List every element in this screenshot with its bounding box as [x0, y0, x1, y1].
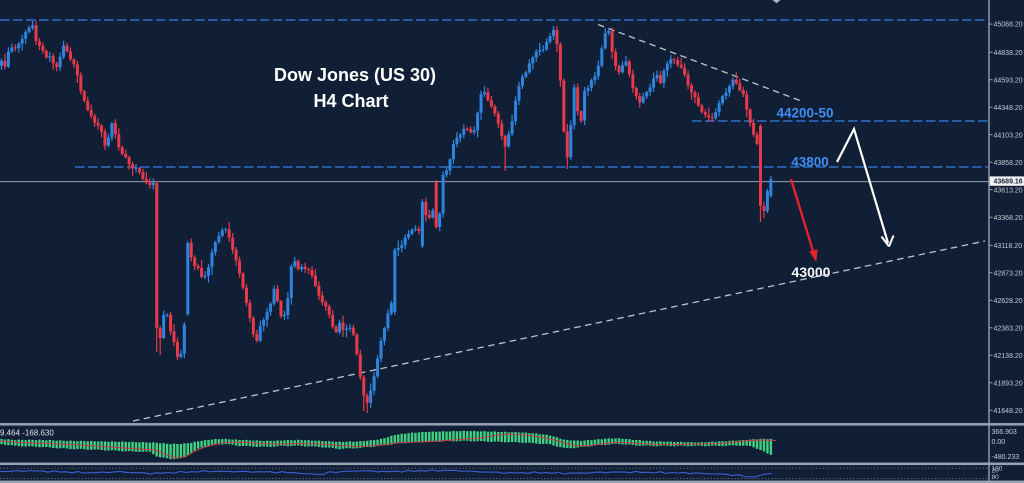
svg-text:42138.20: 42138.20: [994, 353, 1023, 360]
svg-text:43000: 43000: [792, 264, 831, 280]
svg-text:44838.20: 44838.20: [994, 50, 1023, 57]
svg-text:20: 20: [992, 467, 1000, 474]
svg-text:44103.20: 44103.20: [994, 132, 1023, 139]
svg-text:44200-50: 44200-50: [776, 106, 833, 121]
svg-text:45088.20: 45088.20: [994, 22, 1023, 29]
svg-text:41893.20: 41893.20: [994, 380, 1023, 387]
svg-text:44593.20: 44593.20: [994, 77, 1023, 84]
svg-text:Dow Jones (US 30): Dow Jones (US 30): [274, 65, 436, 85]
svg-text:42383.20: 42383.20: [994, 325, 1023, 332]
svg-text:43368.20: 43368.20: [994, 215, 1023, 222]
svg-text:43613.20: 43613.20: [994, 187, 1023, 194]
svg-text:-480.233: -480.233: [992, 454, 1020, 461]
svg-text:41648.20: 41648.20: [994, 408, 1023, 415]
svg-text:366.903: 366.903: [992, 429, 1017, 436]
svg-text:80: 80: [992, 474, 1000, 481]
svg-text:42628.20: 42628.20: [994, 298, 1023, 305]
svg-text:43800: 43800: [791, 155, 829, 170]
svg-text:H4 Chart: H4 Chart: [313, 91, 388, 111]
svg-text:0.00: 0.00: [992, 439, 1006, 446]
svg-text:9.464 -168.630: 9.464 -168.630: [0, 429, 54, 438]
svg-text:43118.20: 43118.20: [994, 243, 1023, 250]
svg-text:44348.20: 44348.20: [994, 105, 1023, 112]
svg-text:100: 100: [992, 465, 1003, 472]
svg-text:43689.16: 43689.16: [994, 179, 1023, 186]
svg-text:42873.20: 42873.20: [994, 270, 1023, 277]
svg-text:43858.20: 43858.20: [994, 160, 1023, 167]
